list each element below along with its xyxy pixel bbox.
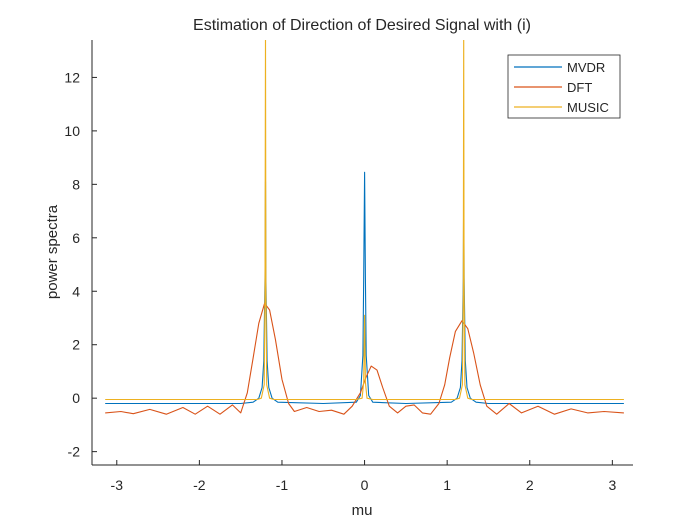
y-tick-label: 12 [64,69,80,85]
legend-label-dft: DFT [567,80,592,95]
x-tick-label: 1 [443,477,451,493]
y-tick-label: 4 [72,283,80,299]
x-tick-label: -3 [111,477,124,493]
legend-label-music: MUSIC [567,100,609,115]
y-ticks: -2 0 2 4 6 8 10 12 [64,69,97,460]
chart-title: Estimation of Direction of Desired Signa… [193,17,531,34]
y-tick-label: 2 [72,337,80,353]
x-tick-label: 2 [526,477,534,493]
axes [91,40,633,466]
x-tick-label: -1 [276,477,289,493]
x-tick-label: 0 [361,477,369,493]
y-tick-label: 10 [64,123,80,139]
y-tick-label: 0 [72,390,80,406]
x-ticks: -3 -2 -1 0 1 2 3 [111,460,616,493]
y-tick-label: 8 [72,176,80,192]
x-tick-label: 3 [608,477,616,493]
series-layer [105,40,624,415]
legend-label-mvdr: MVDR [567,60,605,75]
y-axis-label: power spectra [44,204,61,299]
x-tick-label: -2 [193,477,206,493]
y-tick-label: -2 [68,444,81,460]
series-line-music [105,40,624,401]
series-line-dft [105,302,624,415]
x-axis-label: mu [352,502,373,519]
y-tick-label: 6 [72,230,80,246]
legend: MVDR DFT MUSIC [507,54,621,119]
